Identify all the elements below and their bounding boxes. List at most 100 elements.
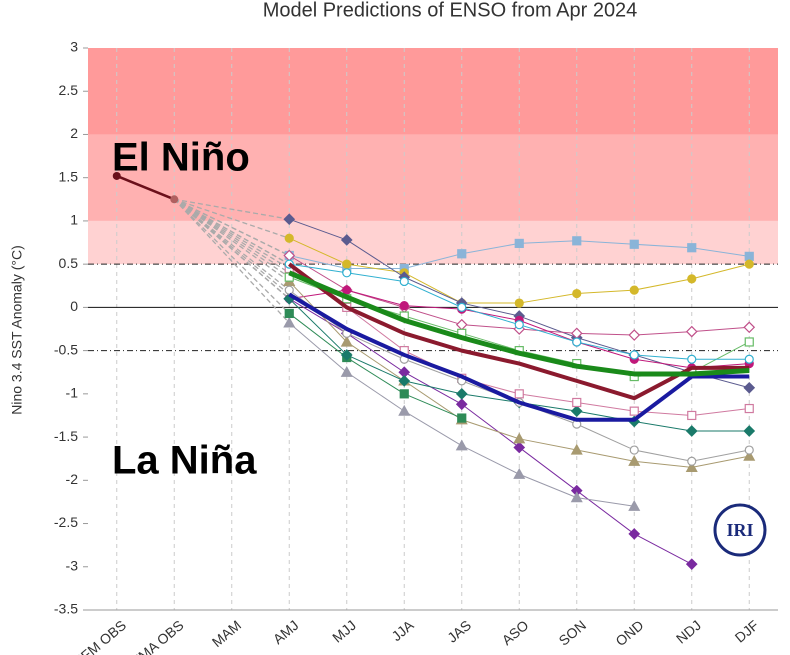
marker [685,425,698,437]
connector [174,198,290,239]
marker [342,285,352,295]
marker [513,432,526,444]
marker [744,337,754,347]
x-tick-label: NDJ [673,617,704,647]
marker [514,320,524,330]
observed-point [170,195,179,204]
marker [284,233,294,243]
marker [283,213,296,226]
marker [629,239,639,249]
connector [173,198,290,295]
marker [399,276,409,287]
y-tick-label: 1.5 [59,168,79,184]
logo: IRI [713,503,767,557]
marker [744,354,754,364]
marker [399,389,409,399]
x-tick-label: AMJ [270,617,302,647]
marker [570,491,583,503]
marker [570,405,583,417]
marker [628,329,641,341]
connector [173,198,290,274]
y-tick-label: 3 [70,39,78,55]
marker [398,404,411,416]
annotation: La Niña [112,438,257,482]
y-tick-label: -0.5 [54,341,78,357]
marker [514,238,524,249]
logo-text: IRI [726,520,753,540]
y-tick-label: 0 [70,298,78,314]
connector [173,198,290,278]
marker [514,298,524,308]
series-line [288,298,692,565]
marker [743,425,756,437]
connector [173,198,290,270]
marker [744,445,754,455]
marker [687,456,697,466]
observed-line [116,174,175,201]
connector [173,198,290,324]
x-tick-label: MJJ [329,617,359,646]
x-tick-label: JAS [444,617,474,646]
x-tick-label: MAM [209,617,244,650]
x-tick-label: JFM OBS [72,617,129,655]
shade-band [88,220,778,265]
marker [744,259,754,269]
connector [174,198,290,220]
observed-point [112,171,121,180]
connector [173,198,290,265]
marker [572,236,582,246]
marker [340,349,353,361]
marker [342,259,352,269]
marker [687,243,697,253]
marker [342,268,352,278]
marker [455,398,468,411]
marker [284,285,294,295]
marker [743,449,756,461]
marker [570,443,583,455]
y-tick-label: -2 [66,471,79,487]
x-tick-label: ASO [499,617,532,648]
marker [399,301,409,311]
shade-band [88,48,778,135]
marker [455,439,468,451]
connector [173,198,290,314]
series-line [288,313,462,419]
y-tick-label: 2 [70,125,78,141]
series-line [288,270,750,377]
y-tick-label: 0.5 [59,255,79,271]
marker [744,251,754,261]
marker [628,528,641,540]
marker [572,397,582,408]
marker [572,337,582,347]
marker [455,387,468,400]
marker [629,350,639,360]
marker [398,375,411,387]
marker [687,354,697,364]
x-tick-label: SON [556,617,590,649]
marker [628,455,641,466]
marker [687,274,697,284]
connector [173,198,290,257]
y-tick-label: -2.5 [54,514,78,530]
marker [340,234,353,246]
x-tick-label: DJF [732,617,762,646]
logo-ring [713,503,767,557]
y-tick-label: -3.5 [54,601,78,617]
x-tick-label: OND [612,617,646,649]
marker [572,288,582,299]
y-tick-label: -1 [66,385,79,401]
y-tick-label: 2.5 [59,82,79,98]
marker [629,445,639,455]
marker [685,461,698,472]
marker [514,389,524,399]
marker [628,500,641,511]
marker [284,308,294,319]
chart-title: Model Predictions of ENSO from Apr 2024 [263,0,638,21]
x-tick-label: FMA OBS [129,617,187,655]
y-tick-label: 1 [70,212,78,228]
marker [685,325,698,338]
marker [685,558,698,571]
marker [457,302,467,312]
marker [457,413,467,423]
annotation: El Niño [112,136,250,180]
